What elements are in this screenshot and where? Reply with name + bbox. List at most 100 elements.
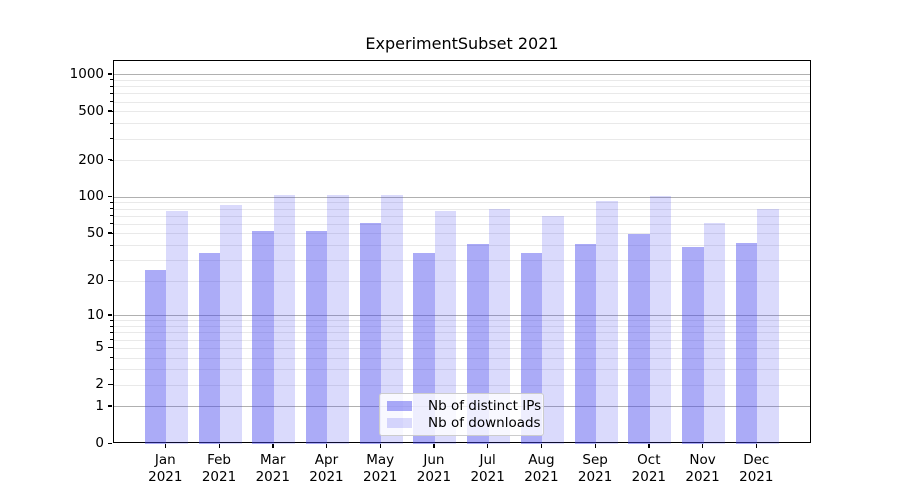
- gridline-major: [114, 74, 810, 76]
- x-tick: [702, 444, 704, 448]
- gridline-minor: [114, 260, 810, 262]
- y-tick-label: 10: [86, 306, 104, 323]
- x-tick-label-month: Dec: [743, 452, 770, 468]
- x-tick-label-year: 2021: [309, 469, 344, 485]
- y-minor-tick: [110, 101, 113, 103]
- x-tick: [540, 444, 543, 448]
- y-minor-tick: [110, 85, 113, 87]
- y-tick: [108, 159, 112, 161]
- x-tick: [755, 444, 758, 448]
- bar-distinct-ips-mar: [252, 230, 274, 444]
- y-tick: [108, 232, 112, 234]
- legend-label-downloads: Nb of downloads: [428, 415, 541, 432]
- bar-distinct-ips-dec: [735, 243, 758, 444]
- y-tick: [108, 314, 112, 316]
- gridline-minor: [114, 280, 810, 282]
- y-minor-tick: [110, 259, 113, 261]
- y-minor-tick: [110, 339, 113, 341]
- bar-distinct-ips-sep: [574, 244, 597, 444]
- x-tick-label-year: 2021: [201, 469, 237, 485]
- y-minor-tick: [110, 223, 113, 225]
- gridline-major: [114, 315, 810, 317]
- y-minor-tick: [110, 92, 113, 94]
- y-tick-label: 2: [95, 376, 104, 393]
- x-tick-label-year: 2021: [416, 469, 452, 485]
- x-tick-label: Feb 2021: [191, 452, 247, 486]
- x-tick-label-year: 2021: [255, 469, 290, 485]
- gridline-minor: [114, 111, 810, 113]
- bar-downloads-mar: [273, 194, 296, 444]
- legend-label-distinct-ips: Nb of distinct IPs: [428, 397, 542, 414]
- x-tick-label-year: 2021: [685, 469, 720, 485]
- bar-downloads-aug: [542, 216, 564, 444]
- x-tick-label-month: Oct: [637, 452, 661, 468]
- bar-downloads-feb: [220, 204, 242, 444]
- y-tick-label: 0: [95, 435, 104, 451]
- y-minor-tick: [110, 325, 113, 327]
- y-minor-tick: [110, 122, 113, 124]
- x-tick-label-month: Aug: [528, 452, 555, 468]
- legend-item-downloads: Nb of downloads: [380, 415, 543, 431]
- gridline-minor: [114, 326, 810, 328]
- y-tick: [108, 383, 112, 386]
- x-tick: [487, 444, 489, 448]
- x-tick-label-month: Jul: [479, 452, 496, 468]
- y-tick: [108, 442, 112, 444]
- gridline-minor: [114, 160, 810, 162]
- x-tick-label: Mar 2021: [245, 452, 301, 486]
- x-tick: [325, 444, 328, 448]
- x-tick: [648, 444, 650, 448]
- y-minor-tick: [110, 331, 113, 333]
- x-tick-label-year: 2021: [148, 469, 183, 485]
- bar-downloads-sep: [596, 201, 618, 444]
- gridline-minor: [114, 357, 810, 359]
- gridline-major: [114, 196, 810, 198]
- x-tick: [594, 444, 596, 448]
- x-tick-label-year: 2021: [577, 469, 613, 485]
- x-tick: [218, 444, 220, 448]
- x-tick-label-month: Sep: [582, 452, 608, 468]
- gridline-minor: [114, 86, 810, 88]
- bar-distinct-ips-jan: [144, 269, 167, 444]
- y-minor-tick: [110, 208, 113, 210]
- y-tick-label: 200: [78, 151, 104, 168]
- y-tick-label: 5: [95, 339, 104, 356]
- y-minor-tick: [110, 138, 113, 140]
- bar-distinct-ips-apr: [305, 230, 328, 444]
- bar-distinct-ips-nov: [682, 246, 704, 444]
- x-tick-label-year: 2021: [524, 469, 559, 485]
- x-tick-label-year: 2021: [363, 469, 398, 485]
- y-minor-tick: [110, 201, 113, 203]
- bar-distinct-ips-feb: [198, 252, 221, 444]
- y-tick: [108, 279, 112, 282]
- x-tick-label-year: 2021: [470, 469, 505, 485]
- y-tick: [108, 110, 112, 112]
- y-tick: [108, 346, 112, 349]
- gridline-minor: [114, 202, 810, 204]
- y-tick-label: 50: [86, 224, 104, 241]
- y-tick-label: 1000: [69, 65, 104, 82]
- x-tick-label: Nov 2021: [675, 452, 731, 486]
- x-tick-label: Jul 2021: [460, 452, 516, 486]
- bar-downloads-oct: [649, 196, 672, 444]
- bar-downloads-jun: [434, 210, 457, 444]
- bar-downloads-jul: [488, 208, 511, 444]
- x-tick-label-month: Jun: [423, 452, 445, 468]
- bar-distinct-ips-oct: [628, 233, 650, 444]
- gridline-minor: [114, 369, 810, 371]
- gridline-minor: [114, 223, 810, 225]
- y-minor-tick: [110, 319, 113, 321]
- y-minor-tick: [110, 368, 113, 370]
- x-tick: [379, 444, 381, 448]
- gridline-minor: [114, 215, 810, 217]
- x-tick-label: Oct 2021: [621, 452, 677, 486]
- plot-area: [113, 60, 811, 444]
- y-tick-label: 1: [95, 397, 104, 414]
- x-tick-label: Aug 2021: [513, 452, 569, 486]
- x-tick-label: Apr 2021: [298, 452, 354, 486]
- x-tick-label-year: 2021: [739, 469, 774, 485]
- x-tick-label: Jun 2021: [406, 452, 462, 486]
- gridline-minor: [114, 347, 810, 349]
- bar-downloads-nov: [703, 223, 726, 444]
